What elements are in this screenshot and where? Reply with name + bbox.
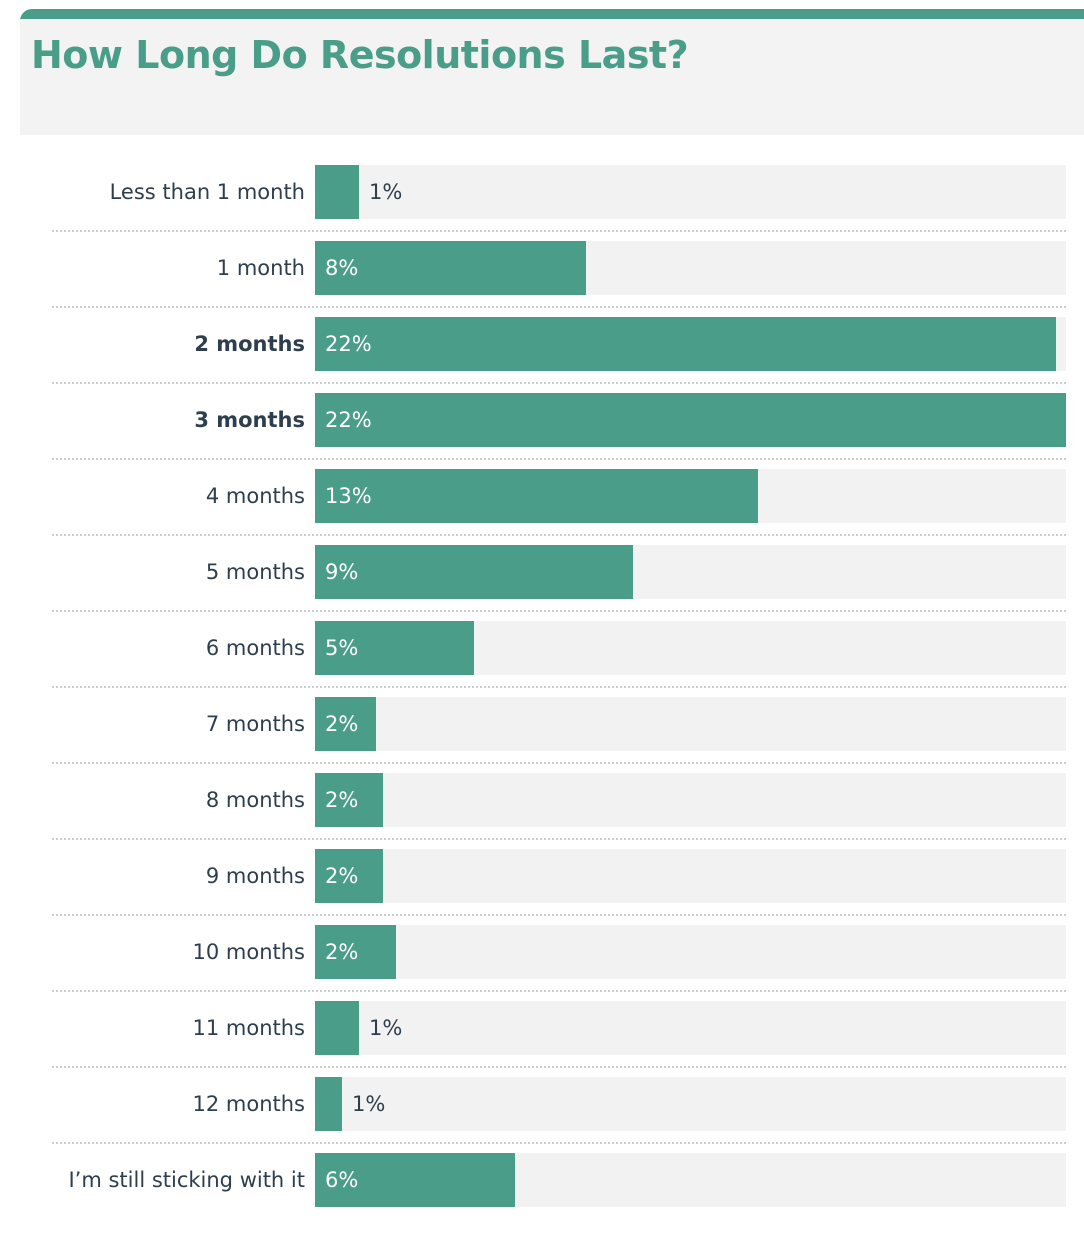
value-label: 1%	[352, 1092, 386, 1116]
bar-row: 4 months 13%	[52, 469, 1066, 523]
bar	[315, 849, 383, 903]
bar-row: 7 months 2%	[52, 697, 1066, 751]
category-label: I’m still sticking with it	[68, 1168, 305, 1192]
bar-track: 6%	[315, 1153, 1066, 1207]
bar	[315, 1153, 515, 1207]
bar	[315, 1077, 342, 1131]
bar-track: 1%	[315, 165, 1066, 219]
row-divider	[52, 306, 1066, 308]
category-label: 3 months	[194, 408, 305, 432]
bar	[315, 241, 586, 295]
bar	[315, 165, 359, 219]
bar-row: I’m still sticking with it 6%	[52, 1153, 1066, 1207]
value-label: 1%	[369, 180, 403, 204]
bar	[315, 697, 376, 751]
row-divider	[52, 382, 1066, 384]
value-label: 2%	[325, 788, 359, 812]
bar-track: 1%	[315, 1077, 1066, 1131]
row-divider	[52, 686, 1066, 688]
category-label: 11 months	[192, 1016, 306, 1040]
value-label: 5%	[325, 636, 359, 660]
bar-row: 12 months 1%	[52, 1077, 1066, 1131]
value-label: 13%	[325, 484, 372, 508]
bar-row: 9 months 2%	[52, 849, 1066, 903]
value-label: 2%	[325, 940, 359, 964]
category-label: 4 months	[205, 484, 305, 508]
bar-track: 13%	[315, 469, 1066, 523]
bar-row: 8 months 2%	[52, 773, 1066, 827]
bar-track: 2%	[315, 697, 1066, 751]
category-label: 5 months	[205, 560, 305, 584]
bar-track: 9%	[315, 545, 1066, 599]
row-divider	[52, 762, 1066, 764]
value-label: 8%	[325, 256, 359, 280]
bar-row: 5 months 9%	[52, 545, 1066, 599]
bar-row: 1 month 8%	[52, 241, 1066, 295]
row-divider	[52, 1142, 1066, 1144]
chart-header	[20, 19, 1084, 135]
category-label: 6 months	[205, 636, 305, 660]
category-label: 12 months	[192, 1092, 306, 1116]
value-label: 6%	[325, 1168, 359, 1192]
bar-row: 10 months 2%	[52, 925, 1066, 979]
category-label: 9 months	[205, 864, 305, 888]
card-accent-bar	[20, 9, 1084, 21]
row-divider	[52, 230, 1066, 232]
bar	[315, 773, 383, 827]
category-label: 1 month	[216, 256, 305, 280]
bar-row: 3 months 22%	[52, 393, 1066, 447]
value-label: 1%	[369, 1016, 403, 1040]
value-label: 22%	[325, 408, 372, 432]
bar-row: Less than 1 month 1%	[52, 165, 1066, 219]
bar	[315, 469, 758, 523]
row-divider	[52, 610, 1066, 612]
row-divider	[52, 534, 1066, 536]
bar-track: 8%	[315, 241, 1066, 295]
chart-title: How Long Do Resolutions Last?	[31, 33, 689, 77]
bar-track: 2%	[315, 925, 1066, 979]
category-label: 10 months	[192, 940, 306, 964]
bar-track: 22%	[315, 393, 1066, 447]
row-divider	[52, 990, 1066, 992]
bar	[315, 545, 633, 599]
bar-row: 11 months 1%	[52, 1001, 1066, 1055]
bar	[315, 621, 474, 675]
category-label: 8 months	[205, 788, 305, 812]
row-divider	[52, 914, 1066, 916]
bar-row: 6 months 5%	[52, 621, 1066, 675]
value-label: 9%	[325, 560, 359, 584]
row-divider	[52, 838, 1066, 840]
value-label: 22%	[325, 332, 372, 356]
bar	[315, 393, 1066, 447]
row-divider	[52, 1066, 1066, 1068]
value-label: 2%	[325, 864, 359, 888]
value-label: 2%	[325, 712, 359, 736]
category-label: Less than 1 month	[109, 180, 305, 204]
bar-track: 5%	[315, 621, 1066, 675]
category-label: 7 months	[205, 712, 305, 736]
bar	[315, 925, 396, 979]
bar-track: 1%	[315, 1001, 1066, 1055]
bar-track: 22%	[315, 317, 1066, 371]
bar	[315, 1001, 359, 1055]
bar	[315, 317, 1056, 371]
category-label: 2 months	[194, 332, 305, 356]
bar-track: 2%	[315, 849, 1066, 903]
bar-track: 2%	[315, 773, 1066, 827]
row-divider	[52, 458, 1066, 460]
bar-row: 2 months 22%	[52, 317, 1066, 371]
